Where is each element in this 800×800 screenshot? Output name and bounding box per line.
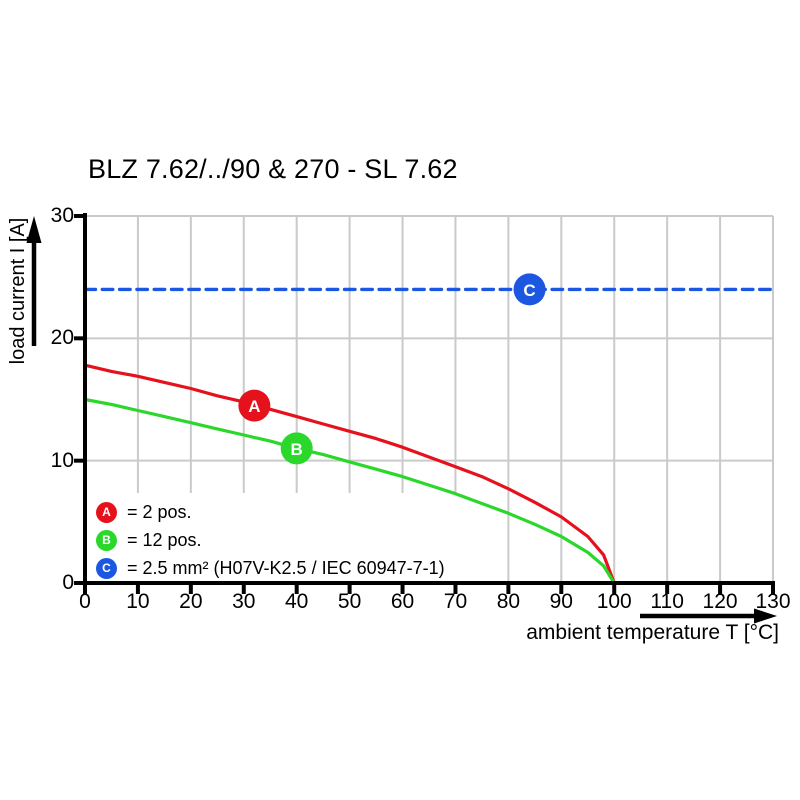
curve-marker-a xyxy=(238,389,271,422)
x-tick-label: 30 xyxy=(232,590,256,613)
x-axis-label: ambient temperature T [°C] xyxy=(526,621,779,644)
curve-marker-letter-b: B xyxy=(291,440,303,459)
x-tick-label: 40 xyxy=(285,590,309,613)
legend-label-a: = 2 pos. xyxy=(127,501,192,522)
curve-marker-letter-a: A xyxy=(248,397,260,416)
curve-marker-c xyxy=(513,273,546,306)
curve-b xyxy=(83,397,616,585)
x-tick-label: 20 xyxy=(179,590,203,613)
x-axis-arrow-icon xyxy=(754,608,777,624)
y-tick-label: 20 xyxy=(50,326,74,350)
curve-a xyxy=(83,363,616,585)
legend-row-a: A = 2 pos. xyxy=(96,500,445,524)
x-tick-label: 70 xyxy=(443,590,468,613)
x-tick-label: 10 xyxy=(126,590,150,613)
legend-row-c: C = 2.5 mm² (H07V-K2.5 / IEC 60947-7-1) xyxy=(96,556,445,580)
legend-background xyxy=(87,493,463,581)
legend-label-b: = 12 pos. xyxy=(127,529,202,550)
legend-marker-c-icon: C xyxy=(96,557,117,579)
y-axis-arrow-icon xyxy=(26,216,42,243)
legend-marker-a-icon: A xyxy=(96,501,117,523)
x-tick-label: 90 xyxy=(549,590,573,613)
legend: A = 2 pos. B = 12 pos. C = 2.5 mm² (H07V… xyxy=(96,500,445,580)
curve-marker-b xyxy=(280,432,313,465)
y-tick-label: 10 xyxy=(50,448,74,472)
curve-marker-letter-c: C xyxy=(523,281,535,300)
x-tick-label: 110 xyxy=(650,590,684,613)
x-tick-label: 60 xyxy=(390,590,415,613)
legend-label-c: = 2.5 mm² (H07V-K2.5 / IEC 60947-7-1) xyxy=(127,557,445,578)
x-tick-label: 50 xyxy=(337,590,362,613)
x-tick-label: 130 xyxy=(755,590,791,613)
chart-title: BLZ 7.62/../90 & 270 - SL 7.62 xyxy=(88,154,458,184)
x-tick-label: 80 xyxy=(496,590,521,613)
x-tick-label: 100 xyxy=(596,590,632,613)
y-tick-label: 30 xyxy=(50,204,74,227)
legend-row-b: B = 12 pos. xyxy=(96,528,445,552)
y-tick-label: 0 xyxy=(62,571,74,594)
x-tick-label: 0 xyxy=(79,590,91,613)
legend-marker-b-icon: B xyxy=(96,529,117,551)
x-tick-label: 120 xyxy=(702,590,738,613)
